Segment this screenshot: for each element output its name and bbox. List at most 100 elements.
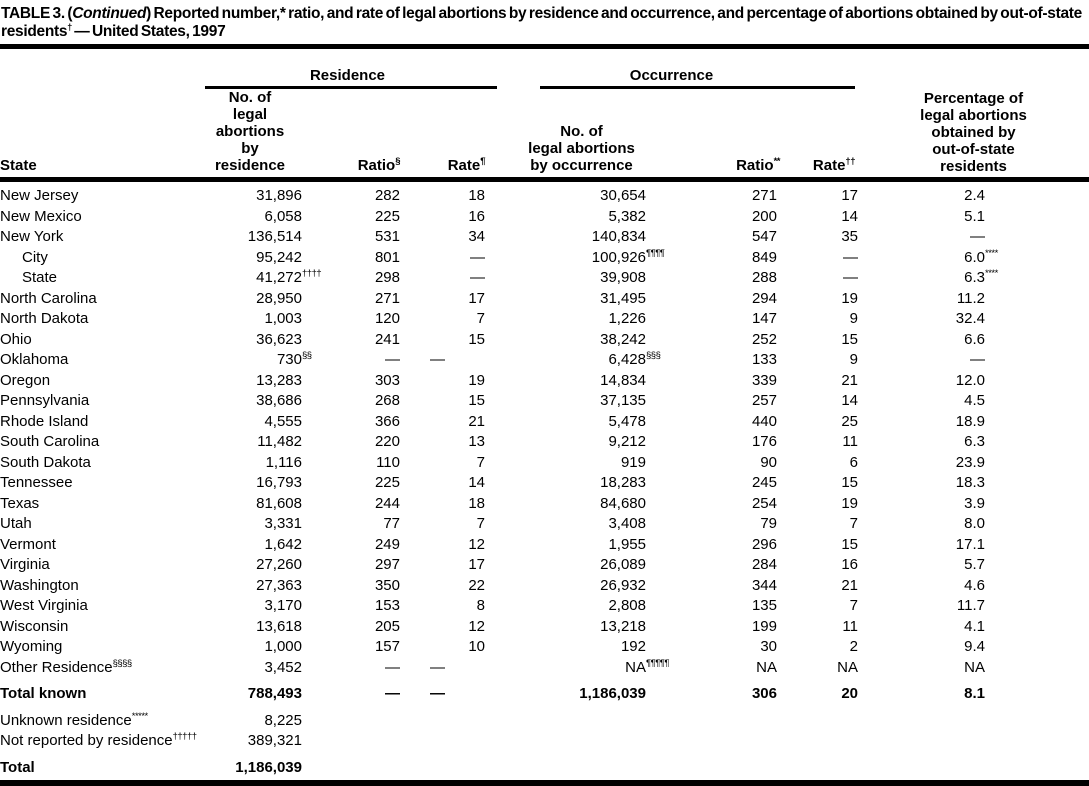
table-row: West Virginia 3,170 153 8 2,808 135 7 11.7 [0, 596, 1089, 617]
occ-ratio-cell: 344 [751, 576, 777, 594]
res-rate-cell: 34 [468, 228, 485, 245]
res-ratio-cell: 801 [374, 248, 400, 266]
occ-rate-cell: 15 [841, 474, 858, 491]
occ-ratio-cell: 176 [751, 433, 777, 450]
occ-abortions-cell: 31,495 [600, 289, 646, 307]
state-cell: West Virginia [0, 597, 88, 614]
occ-rate-cell: 21 [841, 576, 858, 594]
pct-out-of-state-cell: 6.3**** [964, 268, 998, 286]
occ-rate-cell: 16 [841, 556, 858, 573]
res-ratio-cell: 249 [374, 535, 400, 553]
res-abortions-cell: 27,260 [256, 556, 302, 573]
res-abortions-cell: 38,686 [256, 392, 302, 409]
pct-out-of-state-cell: 12.0 [955, 371, 985, 389]
res-abortions-cell: 11,482 [257, 433, 302, 450]
res-abortions-cell: 31,896 [256, 187, 302, 204]
table-body: New Jersey 31,896 282 18 30,654 271 17 2.4 New M… [0, 180, 1089, 779]
state-column-header: State [0, 49, 210, 182]
occ-rate-cell: 15 [841, 535, 858, 553]
occ-abortions-cell: 1,186,039 [579, 685, 646, 702]
res-ratio-cell: 225 [374, 474, 400, 491]
res-rate-cell [400, 705, 485, 732]
title-footnote-marker: † [67, 21, 72, 32]
state-cell: North Carolina [0, 289, 97, 307]
occ-rate-cell: 9 [849, 310, 858, 327]
occ-rate-cell: 7 [849, 515, 858, 532]
res-rate-cell: 18 [468, 187, 485, 204]
title-rule [0, 44, 1089, 49]
occ-rate-cell: 35 [841, 228, 858, 245]
occ-abortions-cell [485, 705, 650, 732]
res-rate-cell: 21 [468, 412, 485, 430]
table-row: Ohio 36,623 241 15 38,242 252 15 6.6 [0, 330, 1089, 351]
state-cell: City [22, 248, 48, 266]
table-row: Total 1,186,039 [0, 752, 1089, 779]
state-cell: South Dakota [0, 453, 91, 471]
pct-out-of-state-cell: 4.5 [964, 392, 985, 409]
table-title: TABLE 3. (Continued) Reported number,* r… [0, 0, 1089, 41]
res-ratio-cell: — [385, 685, 400, 702]
table-row: Not reported by residence††††† 389,321 [0, 731, 1089, 752]
table-row: City 95,242 801 — 100,926¶¶¶¶ 849 — 6.0**** [0, 248, 1089, 269]
table-row: Wisconsin 13,618 205 12 13,218 199 11 4.1 [0, 617, 1089, 638]
occ-abortions-cell: 39,908 [600, 269, 646, 286]
res-ratio-cell: 153 [374, 597, 400, 614]
res-rate-cell: 19 [468, 371, 485, 389]
occ-ratio-cell: 440 [751, 412, 777, 430]
table-row: State 41,272†††† 298 — 39,908 288 — 6.3**** [0, 268, 1089, 289]
state-cell: Utah [0, 515, 32, 532]
pct-out-of-state-cell: 5.7 [964, 556, 985, 573]
res-rate-cell: 10 [468, 638, 485, 655]
res-rate-cell: 12 [468, 617, 485, 635]
res-abortions-cell: 27,363 [256, 576, 302, 594]
res-abortions-cell: 1,000 [264, 638, 302, 655]
occ-abortions-cell: 26,932 [600, 576, 646, 594]
state-cell: Washington [0, 576, 79, 594]
occ-ratio-cell: 284 [751, 556, 777, 573]
occ-abortions-cell [485, 752, 650, 779]
res-abortions-cell: 1,186,039 [235, 758, 302, 776]
occ-ratio-cell: 199 [751, 617, 777, 635]
res-abortions-cell: 1,642 [264, 535, 302, 553]
occ-ratio-cell: 90 [760, 453, 777, 471]
pct-out-of-state-cell [858, 705, 1089, 732]
res-rate-cell: 7 [476, 453, 485, 471]
title-rest: ) Reported number,* ratio, and rate of l… [1, 5, 1082, 40]
occ-ratio-cell [650, 705, 780, 732]
res-ratio-cell [310, 705, 400, 732]
abortion-statistics-table: State Residence Occurrence Percentage of… [0, 49, 1089, 778]
occ-ratio-cell: 254 [751, 494, 777, 512]
res-ratio-cell: 241 [374, 330, 400, 348]
pct-out-of-state-cell: 6.0**** [964, 247, 998, 266]
res-rate-cell: 15 [468, 392, 485, 409]
table-row: Wyoming 1,000 157 10 192 30 2 9.4 [0, 637, 1089, 658]
res-ratio-cell: 220 [374, 433, 400, 450]
pct-out-of-state-cell: 6.6 [964, 330, 985, 348]
res-abortions-cell: 136,514 [247, 228, 302, 245]
occ-rate-cell: 17 [841, 187, 858, 204]
occurrence-group-underline [540, 86, 855, 89]
table-row: North Carolina 28,950 271 17 31,495 294 19 11.2 [0, 289, 1089, 310]
res-ratio-cell: 157 [374, 638, 400, 655]
res-ratio-column-header: Ratio§ [310, 89, 400, 182]
occ-abortions-cell: 14,834 [600, 371, 646, 389]
res-ratio-cell [310, 752, 400, 779]
res-ratio-cell: 271 [374, 289, 400, 307]
res-ratio-cell: 268 [374, 392, 400, 409]
occ-abortions-cell: NA¶¶¶¶¶ [625, 657, 670, 676]
occ-ratio-cell: NA [756, 658, 777, 676]
res-rate-cell: 15 [468, 330, 485, 348]
table-row: Rhode Island 4,555 366 21 5,478 440 25 18.9 [0, 412, 1089, 433]
pct-out-of-state-cell: — [970, 351, 985, 368]
occ-rate-cell [780, 752, 858, 779]
pct-out-of-state-cell: 5.1 [964, 207, 985, 225]
occ-ratio-cell: 147 [751, 310, 777, 327]
state-cell: Wisconsin [0, 617, 69, 635]
res-abortions-cell: 13,283 [256, 371, 302, 389]
occ-ratio-cell: 135 [751, 597, 777, 614]
occ-rate-cell: 19 [841, 289, 858, 307]
occ-rate-cell: 2 [849, 638, 858, 655]
res-ratio-cell: — [385, 658, 400, 676]
occ-ratio-cell: 271 [751, 187, 777, 204]
